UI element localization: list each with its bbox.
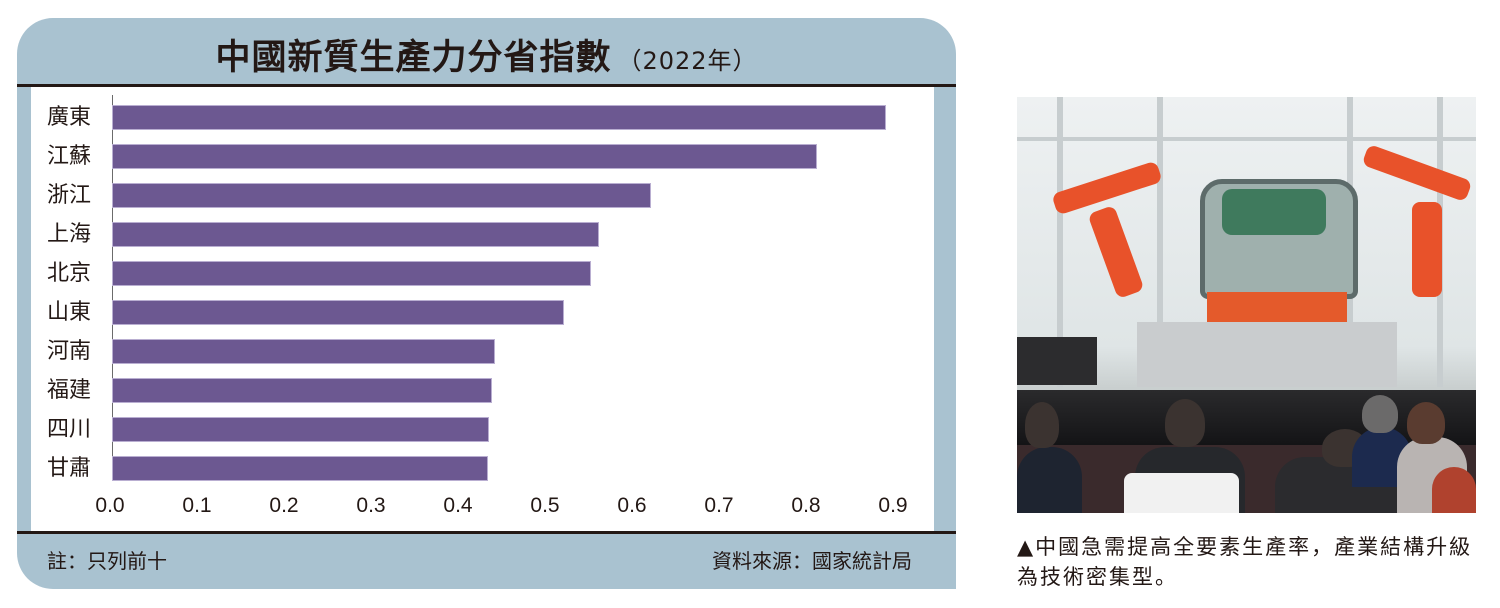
category-label: 上海: [47, 222, 92, 247]
x-tick-label: 0.2: [269, 494, 299, 517]
factory-photo: [1017, 97, 1476, 513]
title-year: （2022年）: [617, 47, 758, 75]
x-tick-label: 0.6: [617, 494, 647, 517]
chart-title: 中國新質生產力分省指數 （2022年）: [17, 36, 956, 83]
bar: [112, 456, 488, 481]
bar: [112, 300, 564, 325]
category-label: 江蘇: [47, 144, 92, 169]
bar: [112, 339, 495, 364]
bar: [112, 417, 489, 442]
footer-divider: [17, 531, 956, 534]
x-tick-label: 0.8: [791, 494, 821, 517]
category-label: 河南: [47, 339, 92, 364]
bar: [112, 144, 817, 169]
category-label: 甘肅: [47, 456, 92, 481]
category-label: 山東: [47, 300, 92, 325]
plot-area: 廣東江蘇浙江上海北京山東河南福建四川甘肅 0.0 0.1 0.2 0.3 0.4 0.5 0.…: [31, 87, 934, 532]
bar-row: 河南: [31, 339, 934, 365]
header-divider: [17, 84, 956, 87]
bar: [112, 222, 599, 247]
x-tick-label: 0.7: [704, 494, 734, 517]
x-tick-label: 0.0: [95, 494, 125, 517]
bar-row: 四川: [31, 417, 934, 443]
category-label: 廣東: [47, 105, 92, 130]
robot-arm-right: [1361, 143, 1473, 203]
bar-row: 廣東: [31, 105, 934, 131]
bar-row: 福建: [31, 378, 934, 404]
category-label: 浙江: [47, 183, 92, 208]
bar: [112, 261, 591, 286]
bar-row: 上海: [31, 222, 934, 248]
footnote: 註：只列前十: [47, 549, 167, 573]
chart-frame: 中國新質生產力分省指數 （2022年） 廣東 江蘇 浙江 上海 北京 山東 河南 福建 四川 甘肅 0…: [17, 18, 956, 589]
bar: [112, 378, 492, 403]
bar-row: 山東: [31, 300, 934, 326]
x-tick-label: 0.9: [878, 494, 908, 517]
bar-row: 浙江: [31, 183, 934, 209]
bar: [112, 105, 886, 130]
bar-row: 甘肅: [31, 456, 934, 482]
category-label: 福建: [47, 378, 92, 403]
data-source: 資料來源：國家統計局: [712, 549, 912, 573]
y-axis-line: [112, 95, 113, 480]
bar: [112, 183, 651, 208]
category-label: 四川: [47, 417, 92, 442]
x-tick-label: 0.3: [356, 494, 386, 517]
bar-row: 北京: [31, 261, 934, 287]
photo-caption: ▲中國急需提高全要素生產率，產業結構升級為技術密集型。: [1017, 535, 1473, 589]
title-text: 中國新質生產力分省指數: [215, 38, 612, 78]
x-tick-label: 0.5: [530, 494, 560, 517]
x-tick-label: 0.4: [443, 494, 473, 517]
category-label: 北京: [47, 261, 92, 286]
x-tick-label: 0.1: [182, 494, 212, 517]
bar-row: 江蘇: [31, 144, 934, 170]
